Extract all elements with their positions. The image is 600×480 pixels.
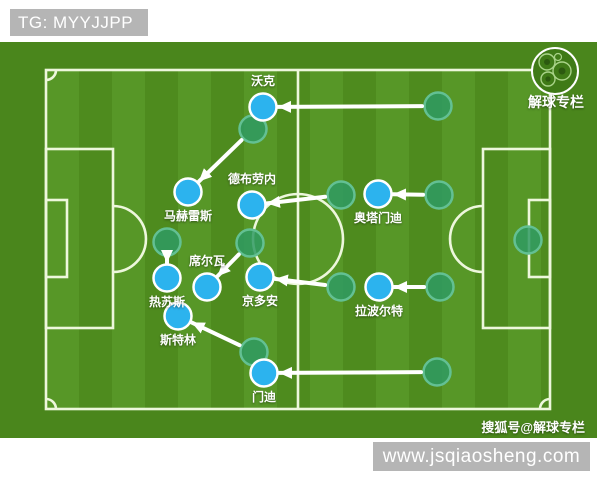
movement-arrow (189, 320, 242, 348)
player-marker (249, 358, 279, 388)
player-marker (173, 177, 203, 207)
ghost-position-marker (425, 272, 455, 302)
pitch-markings (44, 68, 552, 411)
right-penalty-arc (448, 204, 484, 274)
corner-arc (538, 397, 551, 410)
ghost-position-marker (152, 227, 182, 257)
ghost-position-marker (423, 91, 453, 121)
player-marker (192, 272, 222, 302)
ghost-position-marker (326, 180, 356, 210)
sohu-credit-watermark: 搜狐号@解球专栏 (481, 420, 585, 435)
channel-logo (531, 47, 579, 95)
ghost-position-marker (235, 228, 265, 258)
player-marker (245, 262, 275, 292)
tg-watermark-badge: TG: MYYJJPP (10, 9, 148, 36)
player-marker (364, 272, 394, 302)
movement-arrow (272, 274, 328, 288)
ghost-position-marker (326, 272, 356, 302)
movement-arrow (275, 100, 425, 113)
ghost-position-marker (422, 357, 452, 387)
movement-arrow (264, 194, 328, 208)
movement-arrow (196, 138, 244, 184)
ghost-position-marker (424, 180, 454, 210)
channel-logo-title: 解球专栏 (528, 94, 584, 110)
player-marker (163, 301, 193, 331)
movement-arrow (215, 252, 241, 279)
player-marker (248, 92, 278, 122)
left-goal-box (44, 198, 69, 279)
soccer-ball-collage-icon (538, 52, 572, 87)
left-penalty-arc (112, 204, 148, 274)
player-marker (237, 190, 267, 220)
ghost-position-marker (513, 225, 543, 255)
corner-arc (45, 397, 58, 410)
player-markers-layer (152, 91, 543, 388)
corner-arc (45, 69, 58, 82)
website-watermark-bar: www.jsqiaosheng.com (373, 442, 590, 471)
player-marker (152, 263, 182, 293)
movement-arrow (276, 366, 424, 379)
player-marker (363, 179, 393, 209)
